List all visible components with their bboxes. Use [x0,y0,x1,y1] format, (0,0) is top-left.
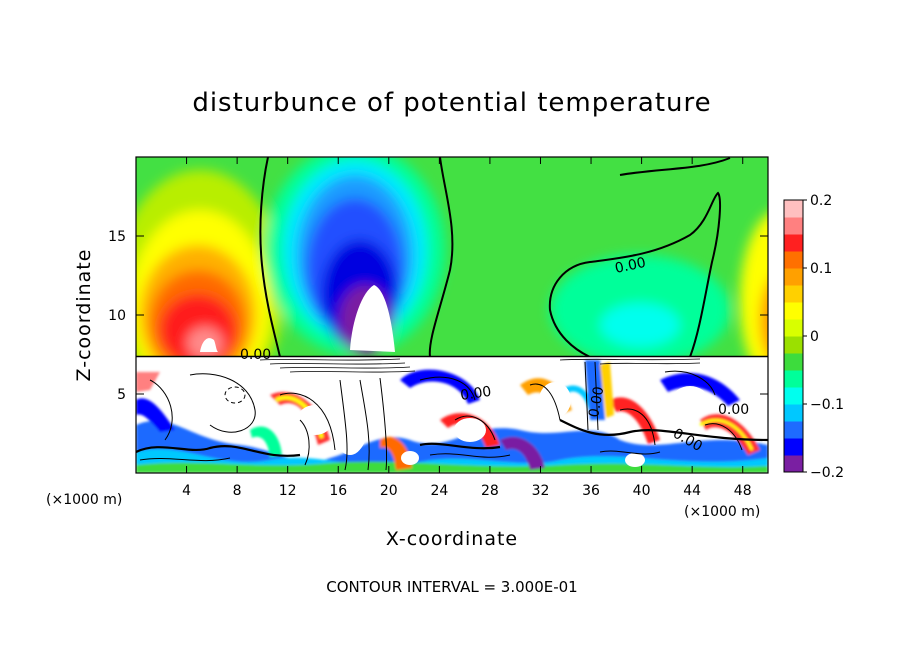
colorbar-swatch [784,217,803,235]
colorbar-swatch [784,404,803,422]
colorbar-swatch [784,438,803,456]
colorbar-swatch [784,387,803,405]
y-axis: 5 10 15 [108,229,768,403]
y-tick-label: 10 [108,308,126,324]
chart-title: disturbunce of potential temperature [192,88,711,118]
colorbar-label: 0 [810,329,819,345]
x-unit-right: (×1000 m) [684,504,760,520]
colorbar-swatch [784,370,803,388]
x-axis: 4 8 12 16 20 24 28 32 36 40 44 48 [182,157,752,499]
colorbar-swatch [784,455,803,473]
x-tick-label: 24 [430,483,448,499]
y-tick-label: 15 [108,229,126,245]
colorbar-swatch [784,251,803,269]
x-tick-label: 20 [380,483,398,499]
contour-label: 0.00 [718,402,749,418]
colorbar: 0.2 0.1 0 −0.1 −0.2 [783,193,844,481]
x-tick-label: 32 [532,483,550,499]
x-tick-label: 28 [481,483,499,499]
contour-label: 0.00 [586,385,607,418]
x-tick-label: 36 [582,483,600,499]
contour-interval-note: CONTOUR INTERVAL = 3.000E-01 [326,578,577,596]
contour-label: 0.00 [459,384,492,404]
colorbar-swatch [784,234,803,252]
upper-field [136,157,768,357]
x-tick-label: 4 [182,483,191,499]
colorbar-swatch [784,302,803,320]
contour-label: 0.00 [240,347,271,363]
x-tick-label: 12 [279,483,297,499]
colorbar-swatch [784,268,803,286]
boundary-layer [136,356,768,473]
contour-label: 0.00 [614,255,648,277]
contour-labels: 0.00 0.00 0.00 0.00 0.00 0.00 [240,255,749,455]
colorbar-label: −0.2 [810,465,844,481]
colorbar-swatch [784,421,803,439]
zero-contours [259,157,731,357]
colorbar-swatch [784,200,803,218]
x-axis-label: X-coordinate [386,528,518,550]
y-axis-label: Z-coordinate [73,249,95,382]
plot-area: 0.00 0.00 0.00 0.00 0.00 0.00 [135,156,769,474]
x-tick-label: 48 [734,483,752,499]
colorbar-label: 0.2 [810,193,832,209]
x-tick-label: 44 [683,483,701,499]
colorbar-swatch [784,336,803,354]
x-tick-label: 16 [329,483,347,499]
colorbar-swatch [784,319,803,337]
x-tick-label: 40 [633,483,651,499]
y-tick-label: 5 [117,387,126,403]
x-tick-label: 8 [233,483,242,499]
colorbar-swatch [784,285,803,303]
colorbar-label: 0.1 [810,261,832,277]
colorbar-swatch [784,353,803,371]
x-unit-left: (×1000 m) [46,492,122,508]
colorbar-label: −0.1 [810,397,844,413]
